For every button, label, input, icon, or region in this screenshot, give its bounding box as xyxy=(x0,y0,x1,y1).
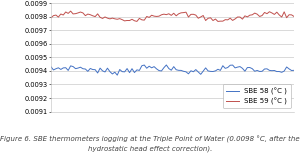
SBE 59 (°C ) xyxy=(196,17,200,19)
SBE 59 (°C ) xyxy=(177,13,180,15)
SBE 58 (°C ) xyxy=(179,69,183,71)
SBE 58 (°C ) xyxy=(116,74,119,76)
SBE 58 (°C ) xyxy=(285,66,288,68)
Text: Figure 6. SBE thermometers logging at the Triple Point of Water (0.0098 °C, afte: Figure 6. SBE thermometers logging at th… xyxy=(0,136,300,152)
Line: SBE 58 (°C ): SBE 58 (°C ) xyxy=(51,65,294,75)
Legend: SBE 58 (°C ), SBE 59 (°C ): SBE 58 (°C ), SBE 59 (°C ) xyxy=(223,84,290,108)
SBE 59 (°C ) xyxy=(292,16,296,17)
SBE 58 (°C ) xyxy=(165,64,168,66)
Line: SBE 59 (°C ): SBE 59 (°C ) xyxy=(51,11,294,21)
SBE 58 (°C ) xyxy=(106,67,109,69)
SBE 58 (°C ) xyxy=(49,66,53,68)
SBE 59 (°C ) xyxy=(285,17,288,19)
SBE 58 (°C ) xyxy=(292,69,296,71)
SBE 59 (°C ) xyxy=(49,17,53,19)
SBE 59 (°C ) xyxy=(69,10,72,12)
SBE 58 (°C ) xyxy=(96,72,99,74)
SBE 59 (°C ) xyxy=(98,16,102,18)
SBE 59 (°C ) xyxy=(278,14,281,16)
SBE 59 (°C ) xyxy=(108,18,112,20)
SBE 58 (°C ) xyxy=(278,71,281,72)
SBE 59 (°C ) xyxy=(216,20,220,22)
SBE 58 (°C ) xyxy=(199,73,202,75)
